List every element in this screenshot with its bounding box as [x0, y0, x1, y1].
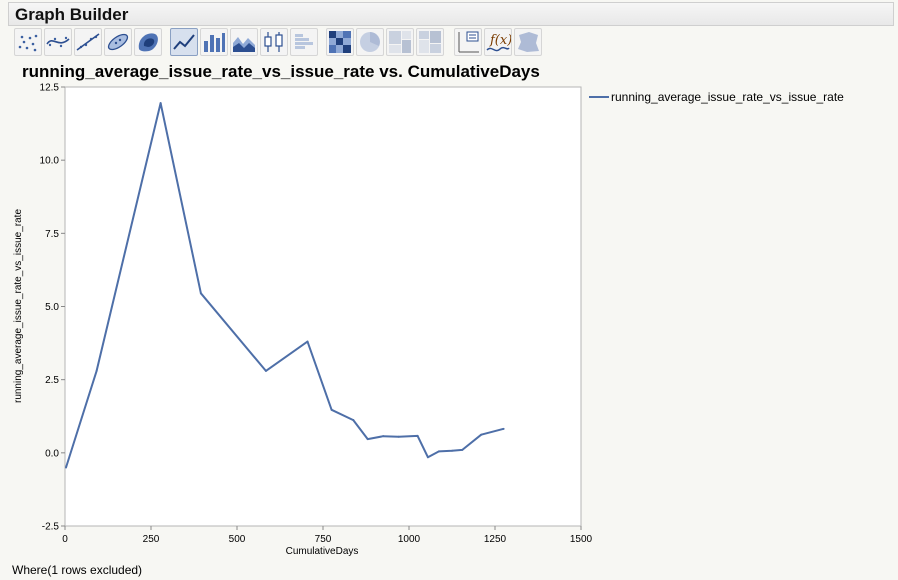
box-plot-icon — [264, 32, 283, 52]
series-line[interactable] — [65, 102, 504, 468]
contour-tool-button[interactable] — [134, 28, 162, 56]
bar-chart-icon — [204, 33, 225, 52]
y-tick-label: 10.0 — [40, 156, 60, 167]
data-point[interactable] — [330, 408, 333, 411]
heatmap-tool-button[interactable] — [326, 28, 354, 56]
legend-swatch — [589, 96, 609, 98]
points-icon — [18, 34, 38, 52]
contour-icon — [138, 33, 158, 52]
histogram-tool-button[interactable] — [290, 28, 318, 56]
data-point[interactable] — [426, 456, 429, 459]
caption-box-tool-button[interactable] — [454, 28, 482, 56]
data-point[interactable] — [264, 369, 267, 372]
ellipse-tool-button[interactable] — [104, 28, 132, 56]
treemap-tool-button[interactable] — [386, 28, 414, 56]
data-point[interactable] — [159, 102, 162, 105]
points-tool-button[interactable] — [14, 28, 42, 56]
map-shape-icon — [518, 32, 539, 52]
y-tick-label: 2.5 — [45, 375, 59, 386]
y-axis-label: running_average_issue_rate_vs_issue_rate — [13, 209, 24, 403]
caption-box-icon — [458, 31, 479, 53]
line-of-fit-tool-button[interactable] — [74, 28, 102, 56]
box-plot-tool-button[interactable] — [260, 28, 288, 56]
line-chart-icon — [173, 34, 195, 50]
element-toolbar: f(x) — [14, 28, 574, 58]
pie-tool-button[interactable] — [356, 28, 384, 56]
title-bar: Graph Builder — [8, 2, 894, 26]
data-point[interactable] — [95, 369, 98, 372]
data-point[interactable] — [366, 438, 369, 441]
data-point[interactable] — [397, 435, 400, 438]
line-tool-button[interactable] — [170, 28, 198, 56]
map-shape-tool-button[interactable] — [514, 28, 542, 56]
data-point[interactable] — [65, 466, 68, 469]
bar-tool-button[interactable] — [200, 28, 228, 56]
y-tick-label: 12.5 — [40, 83, 60, 94]
x-tick-label: 0 — [62, 534, 68, 545]
data-point[interactable] — [382, 435, 385, 438]
smoother-icon — [46, 36, 70, 48]
x-tick-label: 1000 — [398, 534, 421, 545]
treemap-icon — [389, 31, 411, 53]
x-axis-label: CumulativeDays — [286, 546, 359, 557]
formula-icon: f(x) — [486, 33, 511, 52]
data-point[interactable] — [502, 427, 505, 430]
mosaic-tool-button[interactable] — [416, 28, 444, 56]
x-tick-label: 500 — [229, 534, 246, 545]
y-tick-label: 5.0 — [45, 302, 59, 313]
y-tick-label: 0.0 — [45, 448, 59, 459]
window-title: Graph Builder — [15, 5, 129, 24]
chart-title: running_average_issue_rate_vs_issue_rate… — [22, 62, 540, 81]
heatmap-icon — [329, 31, 351, 53]
row-exclusion-status: Where(1 rows excluded) — [12, 563, 143, 577]
x-tick-label: 250 — [143, 534, 160, 545]
data-point[interactable] — [416, 434, 419, 437]
legend-label: running_average_issue_rate_vs_issue_rate — [611, 90, 844, 104]
area-tool-button[interactable] — [230, 28, 258, 56]
y-tick-label: -2.5 — [42, 522, 60, 533]
x-tick-label: 1250 — [484, 534, 507, 545]
ellipse-icon — [107, 33, 129, 51]
legend[interactable]: running_average_issue_rate_vs_issue_rate — [589, 90, 844, 104]
data-point[interactable] — [437, 450, 440, 453]
y-tick-label: 7.5 — [45, 229, 59, 240]
histogram-icon — [295, 34, 313, 49]
data-point[interactable] — [352, 419, 355, 422]
line-of-fit-icon — [76, 33, 100, 51]
data-point[interactable] — [306, 340, 309, 343]
plot-area[interactable] — [64, 86, 582, 527]
data-point[interactable] — [451, 449, 453, 452]
pie-chart-icon — [360, 32, 380, 52]
smoother-tool-button[interactable] — [44, 28, 72, 56]
svg-text:f(x): f(x) — [489, 33, 511, 48]
y-axis: 12.5 10.0 7.5 5.0 2.5 0.0 -2.5 — [40, 83, 65, 533]
data-point[interactable] — [461, 448, 464, 451]
formula-tool-button[interactable]: f(x) — [484, 28, 512, 56]
x-tick-label: 1500 — [570, 534, 593, 545]
data-point[interactable] — [199, 292, 202, 295]
data-point[interactable] — [480, 433, 483, 436]
x-axis: 0 250 500 750 1000 1250 1500 — [62, 526, 593, 545]
mosaic-icon — [419, 31, 441, 53]
area-chart-icon — [233, 37, 255, 52]
x-tick-label: 750 — [315, 534, 332, 545]
